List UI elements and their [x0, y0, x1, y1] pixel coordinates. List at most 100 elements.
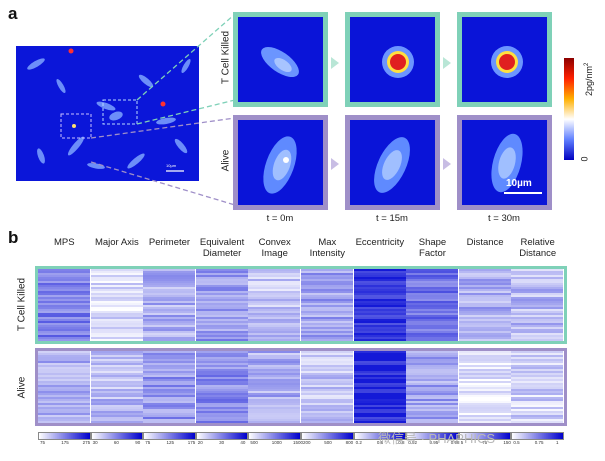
column-header-2: Perimeter [140, 237, 200, 248]
colorbar-0-tick-2: 275 [82, 440, 91, 445]
alive-heatmap-column-5 [301, 351, 353, 423]
column-header-line2: Intensity [309, 248, 345, 259]
column-header-line2: Diameter [202, 248, 242, 259]
column-header-line1: Eccentricity [355, 237, 405, 248]
colorbar-7-tick-2: 0.98 [450, 440, 460, 445]
panel-b-row-label-alive: Alive [16, 376, 28, 399]
arrow-killed-1 [331, 57, 339, 69]
colorbar-3-tick-1: 30 [219, 440, 225, 445]
overview-image: 10µm [16, 46, 199, 181]
overview-cells [27, 48, 191, 172]
alive-heatmap-column-8 [458, 351, 511, 423]
column-header-3: Equivalent Diameter [192, 237, 252, 259]
time-label-30: t = 30m [488, 213, 520, 224]
column-header-line1: Perimeter [148, 237, 191, 248]
killed-heatmap-column-4 [248, 269, 301, 341]
heatmap-alive-frame [35, 348, 567, 426]
column-header-6: Eccentricity [350, 237, 410, 248]
column-header-line1: Max [318, 237, 337, 248]
colorbar-8-tick-1: 75 [482, 440, 488, 445]
killed-heatmap-column-3 [195, 269, 248, 341]
column-header-line1: Equivalent [199, 237, 245, 248]
killed-frame-t15 [345, 12, 440, 107]
column-header-line2: Image [261, 248, 288, 259]
time-label-15: t = 15m [376, 213, 408, 224]
colorbar-4-tick-1: 1000 [271, 440, 282, 445]
colorbar-2-tick-2: 175 [187, 440, 196, 445]
colorbar-max-sup: 2 [584, 62, 590, 66]
column-header-line1: Shape [418, 237, 447, 248]
watermark: 微信号 · PHAPHICS [378, 431, 496, 446]
colorbar-4-tick-2: 1500 [293, 440, 304, 445]
column-header-line1: MPS [54, 237, 75, 248]
column-header-line1: Convex [258, 237, 291, 248]
colorbar-4 [248, 432, 301, 440]
panel-b-letter: b [8, 228, 19, 247]
killed-frame-t0 [233, 12, 328, 107]
killed-heatmap-column-0 [38, 269, 90, 341]
killed-heatmap-column-5 [301, 269, 353, 341]
colorbar-0-tick-0: 75 [40, 440, 46, 445]
alive-heatmap-column-9 [511, 351, 564, 423]
colorbar-9 [511, 432, 564, 440]
colorbar-1 [90, 432, 144, 440]
alive-heatmap-column-0 [38, 351, 90, 423]
arrow-killed-2 [443, 57, 451, 69]
colorbar-6-tick-2: 0.8 [398, 440, 405, 445]
colorbar-9-tick-1: 0.75 [534, 440, 544, 445]
alive-heatmap-column-7 [406, 351, 459, 423]
intensity-colorbar-max: 2pg/nm2 [584, 63, 594, 96]
intensity-colorbar-min: 0 [579, 156, 590, 162]
colorbar-7-tick-1: 0.95 [429, 440, 439, 445]
alive-heatmap-column-2 [143, 351, 196, 423]
colorbar-0 [38, 432, 91, 440]
colorbar-5-tick-0: 200 [303, 440, 311, 445]
alive-heatmap-column-1 [90, 351, 143, 423]
colorbar-8 [458, 432, 512, 440]
colorbar-1-tick-2: 90 [135, 440, 141, 445]
colorbar-6-tick-0: 0.2 [355, 440, 362, 445]
time-arrows [331, 57, 451, 170]
killed-heatmap-column-2 [143, 269, 196, 341]
column-header-line1: Distance [466, 237, 504, 248]
colorbar-7 [406, 432, 459, 440]
overview-roi-alive [60, 113, 92, 139]
colorbar-0-tick-1: 175 [61, 440, 69, 445]
column-header-9: Relative Distance [508, 237, 568, 259]
panel-b-row-label-killed: T Cell Killed [16, 277, 28, 332]
scale-bar-label: 10µm [506, 178, 532, 189]
colorbar-4-tick-0: 500 [250, 440, 258, 445]
column-header-line2: Distance [519, 248, 557, 259]
column-header-7: Shape Factor [403, 237, 463, 259]
column-header-0: MPS [34, 237, 94, 248]
killed-heatmap-column-6 [353, 269, 406, 341]
colorbar-5-tick-1: 500 [324, 440, 332, 445]
colorbar-5-tick-2: 800 [345, 440, 354, 445]
colorbar-max-text: 2pg/nm [584, 65, 594, 96]
colorbar-3-tick-0: 20 [197, 440, 203, 445]
alive-frame-t15 [345, 115, 440, 210]
killed-heatmap-column-7 [406, 269, 459, 341]
arrow-alive-1 [331, 158, 339, 170]
column-header-line1: Relative [520, 237, 555, 248]
overview-roi-killed [102, 99, 138, 125]
colorbar-6-tick-1: 0.6 [376, 440, 384, 445]
colorbar-3-tick-2: 40 [240, 440, 246, 445]
colorbar-6 [353, 432, 407, 440]
column-header-line2: Factor [419, 248, 446, 259]
colorbar-8-tick-0: 5 [460, 440, 464, 445]
arrow-alive-2 [443, 158, 451, 170]
column-header-4: Convex Image [245, 237, 305, 259]
colorbar-2 [143, 432, 196, 440]
colorbar-5 [301, 432, 354, 440]
heatmap-killed-frame [35, 266, 567, 344]
colorbar-2-tick-0: 75 [145, 440, 151, 445]
colorbar-3 [195, 432, 249, 440]
colorbar-1-tick-1: 60 [113, 440, 119, 445]
zoom-connectors [90, 13, 236, 206]
alive-frame-t30: 10µm [457, 115, 552, 210]
colorbar-8-tick-2: 150 [503, 440, 511, 445]
time-label-0: t = 0m [266, 213, 294, 224]
killed-heatmap-column-8 [458, 269, 511, 341]
colorbar-7-tick-0: 0.92 [408, 440, 417, 445]
